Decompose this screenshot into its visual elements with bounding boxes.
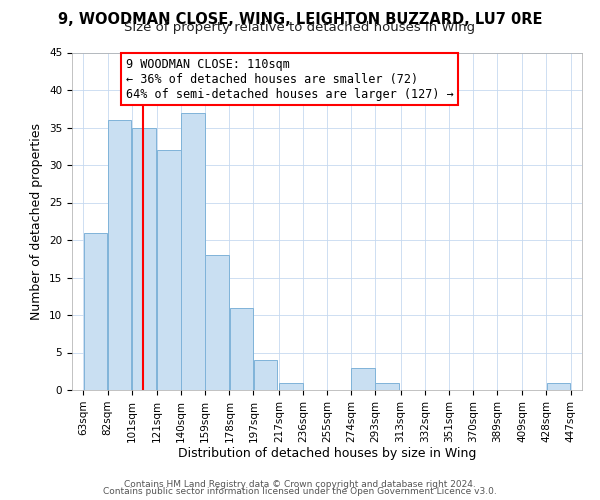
Bar: [205, 255, 229, 390]
Text: Contains public sector information licensed under the Open Government Licence v3: Contains public sector information licen…: [103, 487, 497, 496]
Text: 9 WOODMAN CLOSE: 110sqm
← 36% of detached houses are smaller (72)
64% of semi-de: 9 WOODMAN CLOSE: 110sqm ← 36% of detache…: [125, 58, 454, 100]
Text: 9, WOODMAN CLOSE, WING, LEIGHTON BUZZARD, LU7 0RE: 9, WOODMAN CLOSE, WING, LEIGHTON BUZZARD…: [58, 12, 542, 28]
X-axis label: Distribution of detached houses by size in Wing: Distribution of detached houses by size …: [178, 448, 476, 460]
Bar: [108, 120, 131, 390]
Bar: [83, 232, 107, 390]
Bar: [230, 308, 253, 390]
Bar: [547, 382, 571, 390]
Bar: [157, 150, 181, 390]
Y-axis label: Number of detached properties: Number of detached properties: [31, 122, 43, 320]
Bar: [181, 112, 205, 390]
Bar: [254, 360, 277, 390]
Bar: [279, 382, 303, 390]
Bar: [351, 368, 375, 390]
Bar: [376, 382, 399, 390]
Text: Size of property relative to detached houses in Wing: Size of property relative to detached ho…: [124, 22, 476, 35]
Bar: [132, 128, 155, 390]
Text: Contains HM Land Registry data © Crown copyright and database right 2024.: Contains HM Land Registry data © Crown c…: [124, 480, 476, 489]
